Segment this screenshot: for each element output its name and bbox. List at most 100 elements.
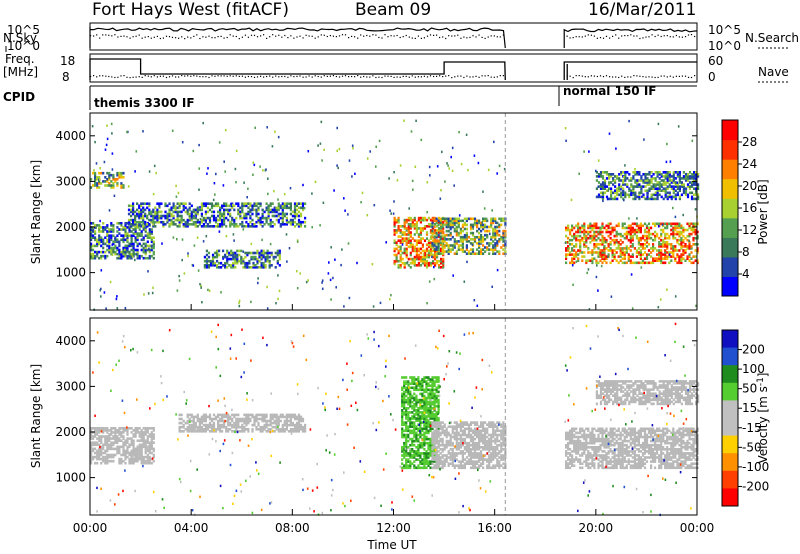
scatter-cell — [409, 462, 412, 465]
scatter-cell — [132, 220, 135, 224]
scatter-cell — [622, 187, 625, 190]
scatter-cell-sparse — [480, 241, 482, 244]
scatter-cell — [156, 212, 159, 216]
scatter-cell — [122, 431, 125, 434]
scatter-cell — [217, 419, 220, 423]
scatter-cell — [415, 223, 418, 226]
nave-point — [420, 76, 422, 78]
scatter-cell — [465, 227, 468, 231]
scatter-cell — [106, 461, 109, 465]
scatter-cell — [134, 216, 137, 220]
scatter-cell — [148, 236, 151, 239]
scatter-cell — [425, 452, 428, 455]
scatter-cell — [577, 230, 580, 234]
scatter-cell — [694, 232, 697, 236]
scatter-cell — [104, 455, 107, 459]
scatter-cell — [421, 433, 424, 437]
scatter-cell — [170, 208, 173, 212]
scatter-cell — [271, 415, 274, 419]
scatter-cell — [478, 250, 481, 253]
nave-point — [196, 75, 198, 77]
scatter-cell — [680, 243, 683, 246]
scatter-cell — [670, 187, 673, 190]
scatter-cell — [114, 447, 117, 451]
scatter-cell — [134, 232, 137, 235]
scatter-cell — [694, 249, 697, 252]
scatter-cell — [285, 425, 288, 429]
scatter-cell — [96, 254, 99, 258]
nave-point — [599, 75, 602, 77]
scatter-cell — [395, 241, 398, 244]
scatter-cell — [269, 421, 272, 425]
scatter-cell — [666, 195, 669, 199]
scatter-cell — [684, 259, 687, 262]
scatter-cell — [283, 415, 286, 419]
scatter-cell-sparse — [433, 277, 436, 281]
scatter-cell — [278, 249, 281, 253]
nave-point — [572, 77, 574, 79]
scatter-cell — [567, 236, 570, 240]
scatter-cell — [130, 443, 133, 447]
scatter-cell — [210, 214, 214, 218]
scatter-cell-sparse — [392, 212, 395, 215]
scatter-cell — [415, 394, 418, 398]
scatter-cell — [668, 255, 671, 258]
scatter-cell — [449, 221, 452, 225]
scatter-cell — [180, 425, 183, 429]
scatter-cell — [605, 171, 609, 174]
scatter-cell — [413, 415, 416, 418]
scatter-cell — [619, 243, 622, 246]
scatter-cell — [486, 229, 489, 233]
scatter-cell — [102, 171, 105, 175]
scatter-cell — [615, 232, 618, 236]
nsearch-point — [199, 37, 201, 40]
nsearch-point — [429, 34, 432, 36]
scatter-cell — [152, 246, 155, 250]
scatter-cell — [453, 221, 456, 225]
scatter-cell — [130, 242, 133, 246]
nsearch-point — [657, 34, 659, 36]
scatter-cell — [451, 217, 454, 221]
scatter-cell — [226, 255, 229, 259]
scatter-cell — [399, 229, 402, 232]
nave-point — [272, 76, 274, 78]
scatter-cell — [127, 208, 131, 212]
scatter-cell — [277, 208, 280, 212]
nave-point — [226, 75, 228, 77]
scatter-cell — [688, 222, 691, 226]
scatter-cell — [595, 226, 598, 230]
scatter-cell — [287, 415, 290, 419]
scatter-cell — [634, 191, 637, 195]
scatter-cell — [253, 208, 256, 212]
scatter-cell — [437, 248, 440, 251]
scatter-cell — [168, 202, 171, 205]
scatter-cell — [235, 417, 238, 421]
scatter-cell — [575, 236, 578, 240]
scatter-cell — [130, 236, 133, 239]
scatter-cell — [672, 189, 675, 192]
scatter-cell — [403, 443, 406, 447]
scatter-cell — [94, 431, 97, 434]
scatter-cell — [146, 216, 149, 220]
scatter-cell-sparse — [238, 299, 241, 303]
scatter-cell — [241, 425, 244, 429]
scatter-cell — [186, 225, 189, 228]
scatter-cell — [415, 255, 418, 259]
scatter-cell — [395, 257, 398, 261]
scatter-cell — [624, 191, 627, 195]
scatter-cell — [492, 229, 495, 233]
scatter-cell — [632, 175, 635, 178]
scatter-cell — [616, 191, 619, 195]
scatter-cell — [639, 228, 642, 232]
scatter-cell — [403, 456, 406, 459]
scatter-cell — [427, 253, 431, 257]
scatter-cell — [94, 230, 97, 233]
scatter-cell — [92, 248, 95, 252]
scatter-cell — [641, 259, 645, 262]
scatter-cell — [645, 257, 649, 260]
scatter-cell — [490, 217, 493, 221]
scatter-cell — [674, 181, 677, 184]
scatter-cell — [442, 220, 445, 224]
scatter-cell — [471, 217, 475, 221]
nsearch-point — [99, 37, 101, 39]
